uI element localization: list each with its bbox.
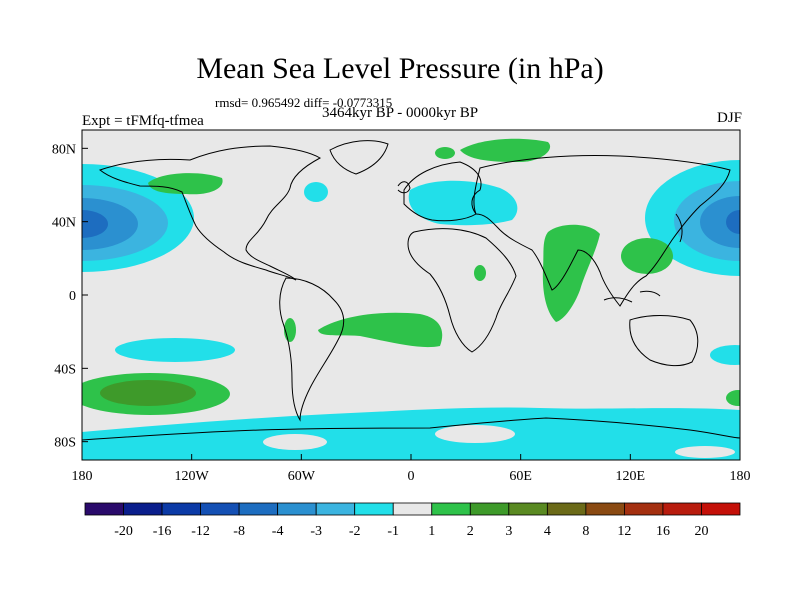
colorbar-label: -20 bbox=[114, 524, 133, 539]
coast-europe bbox=[403, 161, 482, 222]
arabia-positive bbox=[474, 265, 486, 281]
colorbar-swatch bbox=[161, 502, 201, 516]
north-pacific-low-west-inner bbox=[82, 198, 138, 250]
y-tick-label: 80N bbox=[52, 142, 76, 157]
period-label: 3464kyr BP - 0000kyr BP bbox=[321, 105, 479, 121]
x-axis-ticks: 180 120W 60W 0 60E 120E 180 bbox=[72, 454, 751, 484]
south-pacific-high-inner bbox=[100, 380, 196, 406]
colorbar-swatch bbox=[431, 502, 471, 516]
coast-greenland bbox=[329, 140, 389, 175]
colorbar-label: -4 bbox=[272, 524, 284, 539]
arctic-siberia-positive bbox=[460, 138, 551, 162]
colorbar-label: -16 bbox=[153, 524, 172, 539]
colorbar-swatch bbox=[701, 502, 741, 516]
x-tick-label: 180 bbox=[72, 469, 93, 484]
x-tick-label: 120W bbox=[175, 469, 210, 484]
colorbar-label: 8 bbox=[582, 524, 589, 539]
arctic-small-positive bbox=[435, 147, 455, 159]
y-tick-label: 80S bbox=[54, 436, 76, 451]
colorbar-swatch bbox=[546, 502, 587, 516]
colorbar-label: 3 bbox=[505, 524, 512, 539]
colorbar-label: -8 bbox=[233, 524, 245, 539]
map-title: Mean Sea Level Pressure (in hPa) bbox=[196, 52, 604, 85]
x-tick-label: 60E bbox=[509, 469, 532, 484]
south-pacific-cyan-patch-2 bbox=[710, 345, 740, 365]
colorbar-swatch bbox=[200, 502, 240, 516]
x-tick-label: 180 bbox=[730, 469, 751, 484]
anomaly-regions bbox=[82, 138, 740, 460]
colorbar-label: 1 bbox=[428, 524, 435, 539]
colorbar-swatch bbox=[585, 502, 625, 516]
alaska-positive bbox=[148, 173, 223, 195]
colorbar-label: -2 bbox=[349, 524, 361, 539]
north-pacific-low-west-core bbox=[82, 210, 108, 238]
europe-negative bbox=[408, 180, 518, 226]
coast-north-america bbox=[98, 145, 322, 281]
x-tick-label: 60W bbox=[288, 469, 316, 484]
southern-ocean-hole-2 bbox=[435, 425, 515, 443]
coast-south-america bbox=[279, 277, 344, 422]
y-tick-label: 40N bbox=[52, 216, 76, 231]
colorbar-label: -1 bbox=[387, 524, 399, 539]
coast-antarctica bbox=[82, 417, 740, 441]
colorbar-label: 12 bbox=[617, 524, 631, 539]
y-tick-label: 40S bbox=[54, 362, 76, 377]
season-label: DJF bbox=[716, 110, 742, 126]
colorbar-swatch bbox=[469, 502, 510, 516]
colorbar-label: 16 bbox=[656, 524, 670, 539]
coastlines bbox=[82, 140, 740, 441]
coast-australia bbox=[629, 315, 699, 367]
y-tick-label: 0 bbox=[69, 289, 76, 304]
colorbar-swatch bbox=[508, 502, 548, 516]
colorbar-label: 20 bbox=[694, 524, 708, 539]
coast-asia bbox=[473, 155, 731, 307]
southern-ocean-band bbox=[82, 407, 740, 460]
colorbar-swatch bbox=[662, 502, 702, 516]
indian-asia-positive bbox=[542, 224, 600, 322]
north-atlantic-negative bbox=[304, 182, 328, 202]
x-tick-label: 120E bbox=[616, 469, 646, 484]
y-axis-ticks: 80N 40N 0 40S 80S bbox=[52, 142, 88, 451]
colorbar-label: 4 bbox=[544, 524, 551, 539]
colorbar-swatch bbox=[354, 502, 394, 516]
south-atlantic-positive bbox=[318, 312, 443, 348]
southern-ocean-hole-1 bbox=[263, 434, 327, 450]
colorbar-label: -3 bbox=[310, 524, 322, 539]
coast-uk bbox=[397, 181, 411, 194]
x-tick-label: 0 bbox=[408, 469, 415, 484]
colorbar-swatch bbox=[123, 502, 163, 516]
colorbar: -20 -16 -12 -8 -4 -3 -2 -1 1 2 3 4 8 12 16 20 bbox=[84, 502, 741, 539]
colorbar-swatch bbox=[392, 502, 433, 516]
colorbar-label: 2 bbox=[467, 524, 474, 539]
colorbar-label: -12 bbox=[191, 524, 210, 539]
south-pacific-high-east bbox=[726, 390, 740, 406]
south-america-positive bbox=[284, 318, 296, 342]
north-pacific-low-east-inner bbox=[700, 196, 740, 248]
colorbar-swatch bbox=[238, 502, 279, 516]
coast-africa bbox=[407, 228, 517, 353]
experiment-label: Expt = tFMfq-tfmea bbox=[82, 113, 204, 129]
colorbar-swatch bbox=[624, 502, 664, 516]
china-positive bbox=[621, 238, 673, 274]
colorbar-swatch bbox=[84, 502, 124, 516]
stats-label: rmsd= 0.965492 diff= -0.0773315 bbox=[215, 95, 393, 110]
south-pacific-cyan-patch bbox=[115, 338, 235, 362]
colorbar-swatch bbox=[277, 502, 317, 516]
north-pacific-low-east-core bbox=[726, 210, 740, 234]
colorbar-swatch bbox=[315, 502, 356, 516]
coast-japan bbox=[675, 213, 683, 243]
coast-indonesia bbox=[603, 290, 661, 303]
southern-ocean-hole-3 bbox=[675, 446, 735, 458]
